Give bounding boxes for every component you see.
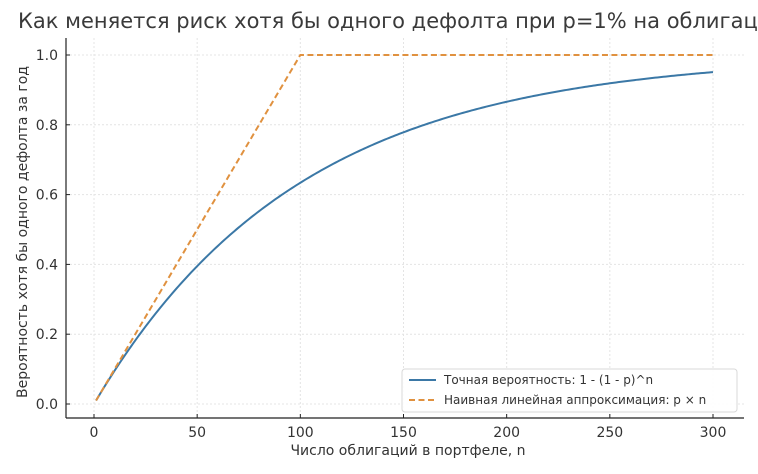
x-tick-label: 300 [700, 425, 727, 441]
legend: Точная вероятность: 1 - (1 - p)^n Наивная… [401, 368, 738, 413]
x-tick-label: 150 [390, 425, 417, 441]
series-exact-line [95, 71, 714, 402]
y-tick-label: 0.2 [36, 327, 58, 343]
chart-title: Как меняется риск хотя бы одного дефолта… [18, 9, 758, 33]
legend-exact-label: Точная вероятность: 1 - (1 - p)^n [443, 373, 653, 387]
x-tick-label: 250 [596, 425, 623, 441]
y-tick-label: 0.0 [36, 397, 58, 413]
x-tick-label: 0 [90, 425, 99, 441]
legend-naive-label: Наивная линейная аппроксимация: p × n [444, 393, 706, 407]
grid [66, 38, 744, 418]
x-axis-label: Число облигаций в портфеле, n [290, 443, 525, 459]
series-naive-line [95, 54, 713, 402]
y-axis-label: Вероятность хотя бы одного дефолта за го… [15, 66, 31, 398]
x-tick-label: 200 [493, 425, 520, 441]
x-tick-label: 50 [188, 425, 206, 441]
y-tick-label: 0.6 [36, 188, 58, 204]
x-tick-label: 100 [287, 425, 314, 441]
y-tick-label: 0.4 [36, 257, 58, 273]
y-tick-label: 0.8 [36, 118, 58, 134]
y-tick-label: 1.0 [36, 48, 58, 64]
